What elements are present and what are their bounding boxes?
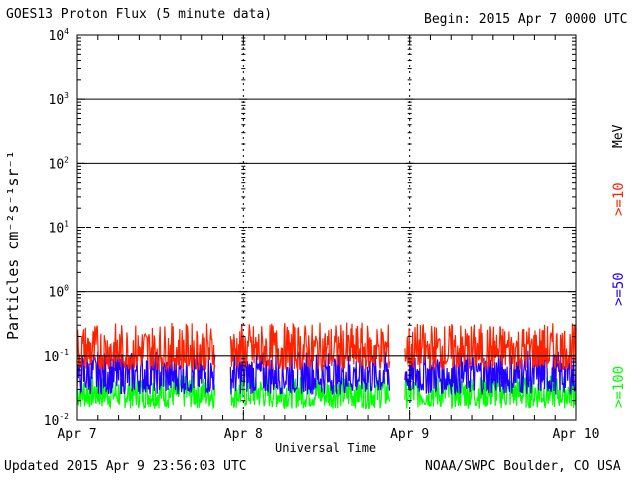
legend-ge50: >=50 [611, 272, 627, 306]
axis-ticks [76, 35, 577, 421]
plot-frame [76, 34, 577, 421]
y-tick-label: 101 [49, 220, 70, 237]
x-tick-label: Apr 10 [553, 427, 600, 442]
chart-title: GOES13 Proton Flux (5 minute data) [6, 7, 273, 22]
x-tick-label: Apr 8 [224, 427, 263, 442]
series-lines [76, 322, 577, 410]
credit-text: NOAA/SWPC Boulder, CO USA [425, 459, 621, 474]
y-tick-label: 100 [49, 284, 70, 301]
x-tick-label: Apr 9 [390, 427, 429, 442]
y-tick-label: 10-1 [44, 348, 69, 365]
x-axis-label: Universal Time [275, 441, 377, 455]
y-axis-label: Particles cm⁻²s⁻¹sr⁻¹ [4, 150, 22, 340]
y-tick-label: 103 [49, 91, 70, 108]
updated-timestamp: Updated 2015 Apr 9 23:56:03 UTC [4, 459, 247, 474]
legend-ge100: >=100 [611, 365, 627, 408]
y-tick-label: 104 [49, 27, 70, 44]
x-tick-labels: Apr 7 Apr 8 Apr 9 Apr 10 [57, 427, 599, 442]
x-tick-label: Apr 7 [57, 427, 96, 442]
begin-time: Begin: 2015 Apr 7 0000 UTC [424, 12, 628, 27]
series-line-ge10 [76, 322, 577, 373]
y-tick-labels: 10-2 10-1 100 101 102 103 104 [44, 27, 69, 429]
unit-label: MeV [611, 124, 626, 148]
y-tick-label: 10-2 [44, 412, 69, 429]
y-tick-label: 102 [49, 155, 70, 172]
legend-ge10: >=10 [611, 182, 627, 216]
